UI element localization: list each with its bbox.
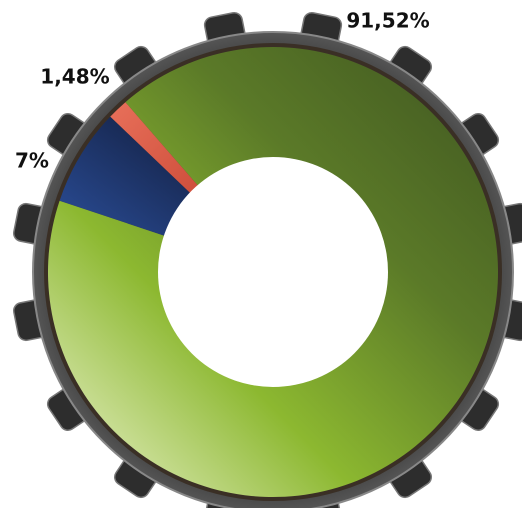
donut-hole — [158, 157, 388, 387]
value-label: 91,52% — [346, 9, 429, 33]
value-label: 1,48% — [40, 65, 109, 89]
value-label: 7% — [15, 149, 49, 173]
chart: 91,52% 7% 1,48% — [0, 0, 522, 508]
